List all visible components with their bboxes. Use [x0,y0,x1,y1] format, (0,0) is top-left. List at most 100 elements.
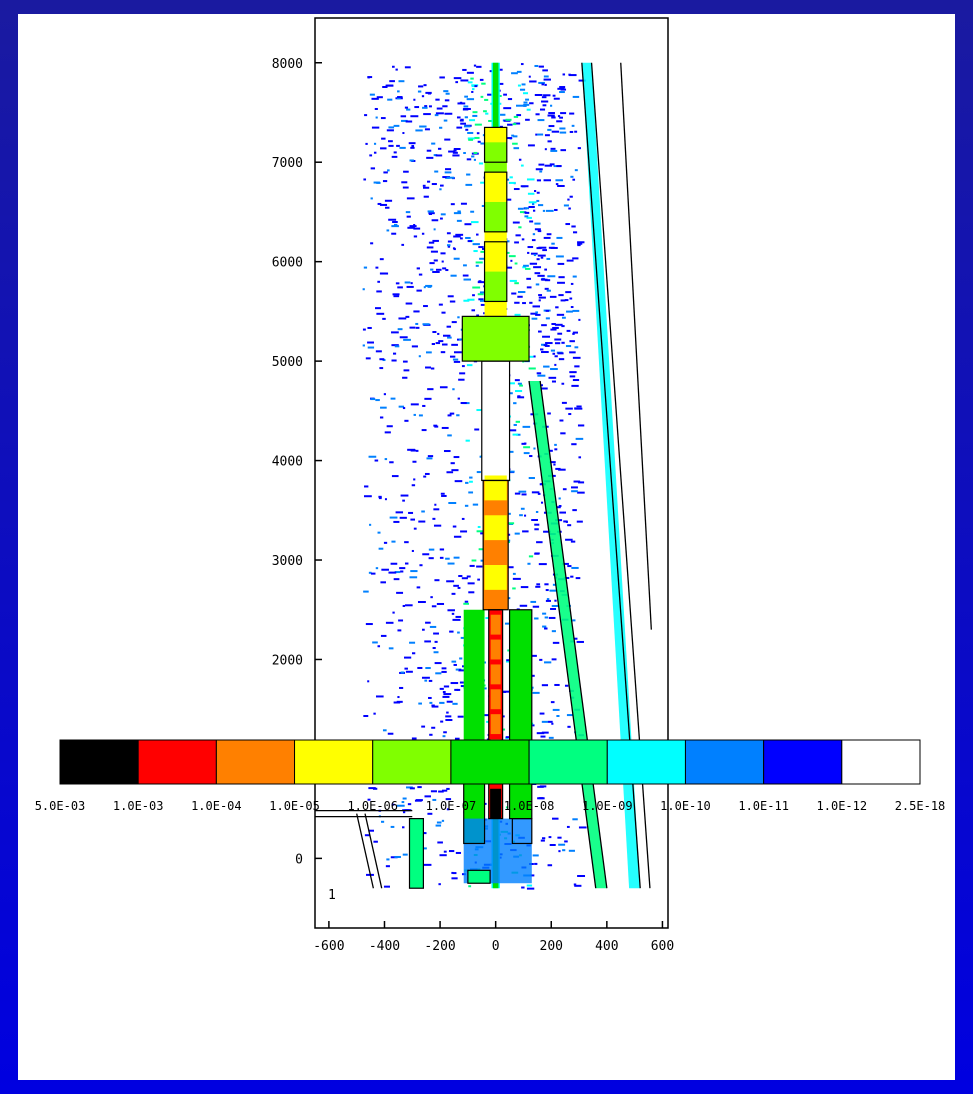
dose-speckle [411,345,418,348]
dose-speckle [561,316,566,319]
dose-speckle [441,819,445,822]
dose-speckle [541,83,545,86]
dose-speckle [468,591,475,594]
dose-speckle [446,325,452,328]
wall-line [364,813,383,889]
dose-speckle [511,292,517,295]
dose-speckle [472,503,479,506]
dose-speckle [467,81,473,84]
dose-speckle [402,360,408,363]
dose-speckle [550,147,556,150]
dose-speckle [454,480,463,483]
dose-speckle [547,864,553,867]
dose-speckle [382,85,388,88]
dose-speckle [453,77,462,80]
dose-speckle [534,222,541,225]
dose-speckle [536,583,541,586]
dose-speckle [362,328,366,331]
dose-speckle [524,207,530,210]
dose-speckle [410,403,419,406]
dose-speckle [455,81,459,84]
dose-speckle [559,131,567,134]
dose-speckle [478,280,482,283]
dose-speckle [523,104,527,107]
dose-speckle [466,71,474,74]
dose-speckle [423,113,431,116]
dose-speckle [415,326,420,329]
dose-speckle [448,150,455,153]
dose-speckle [534,93,543,96]
x-tick-label: 600 [651,939,674,954]
dose-speckle [377,645,381,648]
dose-speckle [548,616,556,619]
colorbar-labels: 5.0E-03 1.0E-03 1.0E-04 1.0E-05 1.0E-06 1.0E-… [35,799,946,813]
dose-speckle [418,702,422,705]
dose-speckle [470,210,475,213]
dose-speckle [456,414,460,417]
dose-speckle [517,382,522,385]
dose-speckle [549,844,556,846]
dose-speckle [547,114,555,117]
dose-speckle [476,471,481,474]
dose-speckle [392,65,395,68]
dose-speckle [391,344,399,347]
dose-speckle [499,102,502,105]
dose-speckle [467,131,474,134]
dose-speckle [465,439,470,442]
dose-speckle [462,68,467,71]
dose-speckle [537,119,545,122]
dose-speckle [552,817,559,820]
dose-speckle [497,82,504,85]
colorbar-swatch [841,739,921,785]
dose-speckle [447,245,451,248]
dose-speckle [515,234,521,237]
dose-speckle [545,589,549,592]
dose-speckle [369,154,373,157]
dose-speckle [435,154,443,157]
dose-speckle [519,384,523,387]
colorbar-label: 1.0E-04 [191,799,242,813]
dose-speckle [524,514,527,517]
dose-speckle [421,510,425,513]
dose-speckle [380,634,387,637]
dose-speckle [406,108,411,111]
dose-speckle [476,530,484,533]
dose-speckle [427,812,433,815]
dose-speckle [378,495,382,498]
dose-speckle [431,343,436,346]
dose-speckle [428,105,432,108]
dose-speckle [375,695,384,698]
dose-speckle [518,158,522,161]
dose-speckle [544,287,549,290]
dose-speckle [543,530,551,533]
dose-speckle [424,105,428,108]
dose-speckle [556,506,561,509]
dose-speckle [464,600,469,603]
dose-speckle [461,577,468,580]
dose-speckle [541,501,544,504]
dose-speckle [546,257,551,260]
x-tick-label: -600 [313,939,344,954]
wall-line [620,62,652,630]
dose-speckle [520,586,529,589]
dose-speckle [576,640,584,643]
dose-speckle [530,674,535,677]
colorbar-label: 1.0E-10 [660,799,711,813]
dose-speckle [429,625,437,628]
dose-speckle [365,142,368,145]
dose-speckle [484,98,489,101]
dose-speckle [465,236,471,239]
dose-speckle [555,467,561,470]
dose-speckle [376,312,385,315]
dose-speckle [440,252,446,255]
dose-speckle [543,78,551,81]
dose-speckle [562,849,566,852]
dose-speckle [383,393,386,396]
dose-speckle [567,565,572,568]
colorbar-label: 1.0E-09 [582,799,633,813]
dose-speckle [442,735,446,738]
dose-speckle [422,628,425,631]
dose-speckle [368,571,372,574]
colorbar-swatch [59,739,139,785]
dose-speckle [574,407,583,410]
